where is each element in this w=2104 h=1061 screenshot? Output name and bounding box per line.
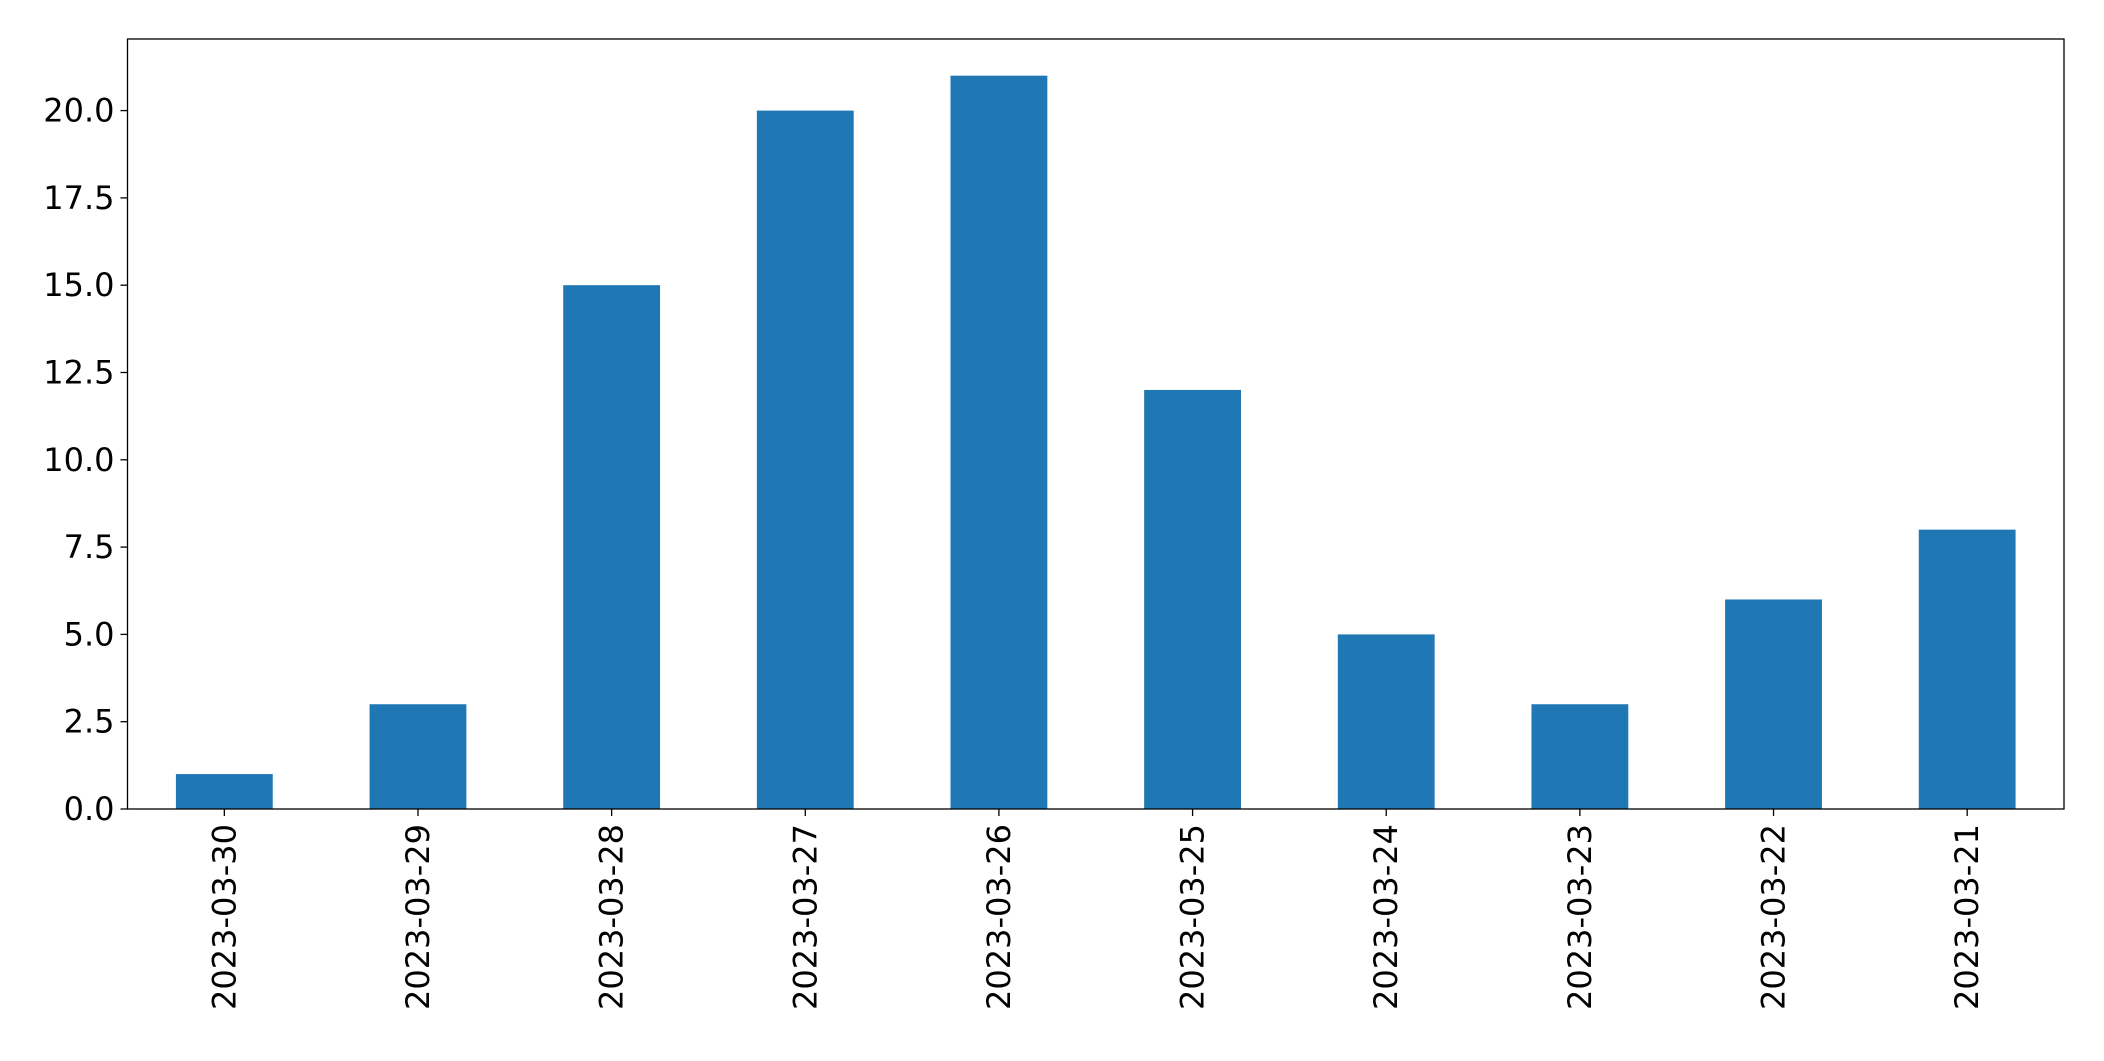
x-tick-label: 2023-03-23	[1561, 824, 1599, 1010]
bar	[1531, 704, 1629, 809]
bar	[1144, 389, 1241, 809]
y-tick-label: 15.0	[43, 266, 114, 304]
y-tick-label: 7.5	[64, 528, 115, 566]
y-tick-label: 12.5	[43, 353, 114, 391]
y-tick-label: 17.5	[43, 179, 114, 217]
x-tick-label: 2023-03-28	[593, 824, 631, 1010]
bar	[563, 285, 661, 809]
bar	[1337, 634, 1435, 809]
x-tick-label: 2023-03-29	[399, 824, 437, 1010]
bar	[175, 774, 273, 809]
y-tick-label: 0.0	[64, 790, 115, 828]
bar	[756, 110, 854, 810]
bar	[950, 75, 1048, 809]
x-tick-label: 2023-03-25	[1174, 824, 1212, 1010]
bar	[369, 704, 467, 809]
axes-frame	[126, 38, 2065, 810]
y-tick-label: 2.5	[64, 703, 115, 741]
y-tick-label: 20.0	[43, 92, 114, 130]
x-tick-label: 2023-03-30	[205, 824, 243, 1010]
y-tick-label: 5.0	[64, 615, 115, 653]
x-tick-label: 2023-03-26	[980, 824, 1018, 1010]
x-tick-label: 2023-03-27	[786, 824, 824, 1010]
x-tick-label: 2023-03-24	[1367, 824, 1405, 1010]
x-tick-label: 2023-03-21	[1948, 824, 1986, 1010]
x-tick-label: 2023-03-22	[1755, 824, 1793, 1010]
y-tick-label: 10.0	[43, 441, 114, 479]
bar	[1725, 599, 1822, 809]
bar	[1918, 529, 2016, 809]
